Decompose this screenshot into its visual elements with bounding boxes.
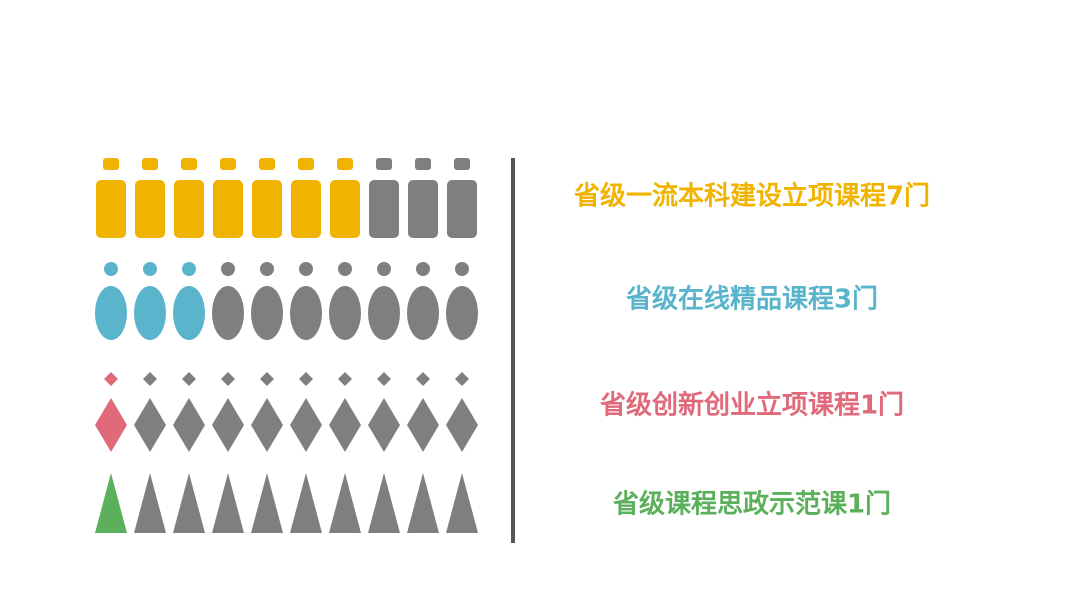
oval <box>95 286 127 340</box>
dot <box>260 262 274 276</box>
small-diamond <box>299 372 313 386</box>
oval <box>446 286 478 340</box>
bottle-cap <box>181 158 197 170</box>
row-label: 省级课程思政示范课1门 <box>612 489 891 520</box>
icons-rest <box>134 372 478 452</box>
diamond <box>134 398 166 452</box>
bottle-body <box>213 180 243 238</box>
bottle-cap <box>103 158 119 170</box>
bottle-body <box>96 180 126 238</box>
bottle-cap <box>454 158 470 170</box>
row-label: 省级创新创业立项课程1门 <box>599 390 904 421</box>
dot <box>455 262 469 276</box>
dot <box>143 262 157 276</box>
dot <box>182 262 196 276</box>
diamond <box>251 398 283 452</box>
diamond <box>212 398 244 452</box>
triangle <box>407 473 439 533</box>
oval <box>407 286 439 340</box>
bottle-body <box>174 180 204 238</box>
bottle-cap <box>376 158 392 170</box>
icons-highlighted <box>95 262 205 340</box>
triangle <box>368 473 400 533</box>
bottle-body <box>291 180 321 238</box>
diamond <box>290 398 322 452</box>
triangle <box>446 473 478 533</box>
dot <box>338 262 352 276</box>
triangle <box>329 473 361 533</box>
row-label: 省级一流本科建设立项课程7门 <box>573 181 930 212</box>
small-diamond <box>338 372 352 386</box>
oval <box>212 286 244 340</box>
triangle <box>251 473 283 533</box>
bottle-body <box>408 180 438 238</box>
icons-highlighted <box>96 158 360 238</box>
triangle <box>173 473 205 533</box>
triangle <box>212 473 244 533</box>
small-diamond <box>455 372 469 386</box>
small-diamond <box>143 372 157 386</box>
bottle-body <box>330 180 360 238</box>
oval <box>173 286 205 340</box>
icons-rest <box>134 473 478 533</box>
triangle <box>95 473 127 533</box>
diamond <box>329 398 361 452</box>
dot <box>104 262 118 276</box>
bottle-body <box>135 180 165 238</box>
small-diamond <box>416 372 430 386</box>
bottle-body <box>369 180 399 238</box>
bottle-body <box>447 180 477 238</box>
oval <box>290 286 322 340</box>
diamond <box>95 398 127 452</box>
bottle-cap <box>142 158 158 170</box>
oval <box>329 286 361 340</box>
small-diamond <box>182 372 196 386</box>
bottle-body <box>252 180 282 238</box>
icons-rest <box>369 158 477 238</box>
dot <box>416 262 430 276</box>
triangle <box>134 473 166 533</box>
bottle-cap <box>220 158 236 170</box>
bottle-cap <box>259 158 275 170</box>
small-diamond <box>377 372 391 386</box>
dot <box>299 262 313 276</box>
row-label: 省级在线精品课程3门 <box>625 284 878 315</box>
bottle-cap <box>337 158 353 170</box>
icons-rest <box>212 262 478 340</box>
diamond <box>173 398 205 452</box>
triangle <box>290 473 322 533</box>
diamond <box>368 398 400 452</box>
small-diamond <box>104 372 118 386</box>
oval <box>368 286 400 340</box>
icons-highlighted <box>95 473 127 533</box>
icons-highlighted <box>95 372 127 452</box>
dot <box>221 262 235 276</box>
diamond <box>407 398 439 452</box>
small-diamond <box>260 372 274 386</box>
diamond <box>446 398 478 452</box>
bottle-cap <box>298 158 314 170</box>
dot <box>377 262 391 276</box>
small-diamond <box>221 372 235 386</box>
oval <box>134 286 166 340</box>
oval <box>251 286 283 340</box>
bottle-cap <box>415 158 431 170</box>
